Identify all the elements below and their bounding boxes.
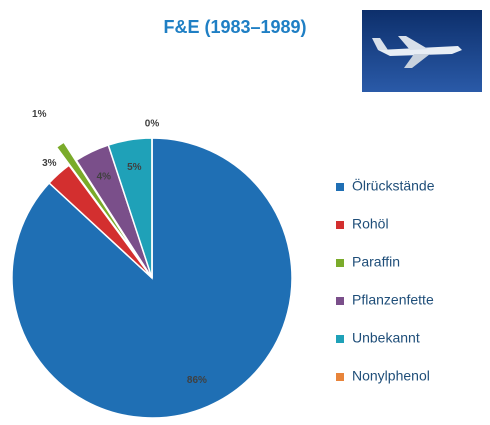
legend-swatch [336,259,344,267]
data-label: 1% [32,109,47,120]
legend-label: Unbekannt [352,330,420,346]
legend-swatch [336,373,344,381]
data-label: 5% [127,162,142,173]
legend-swatch [336,297,344,305]
photo [362,10,482,92]
legend-label: Ölrückstände [352,177,435,194]
data-label: 86% [187,375,207,386]
legend-swatch [336,183,344,191]
legend-label: Nonylphenol [352,368,430,384]
legend-swatch [336,221,344,229]
data-label: 3% [42,158,57,169]
legend-label: Pflanzenfette [352,292,434,308]
chart-title: F&E (1983–1989) [163,17,306,37]
pie-slice [55,141,141,261]
legend-label: Paraffin [352,254,400,270]
legend-swatch [336,335,344,343]
data-label: 4% [97,172,112,183]
data-label: 0% [145,119,160,130]
legend-label: Rohöl [352,216,389,232]
